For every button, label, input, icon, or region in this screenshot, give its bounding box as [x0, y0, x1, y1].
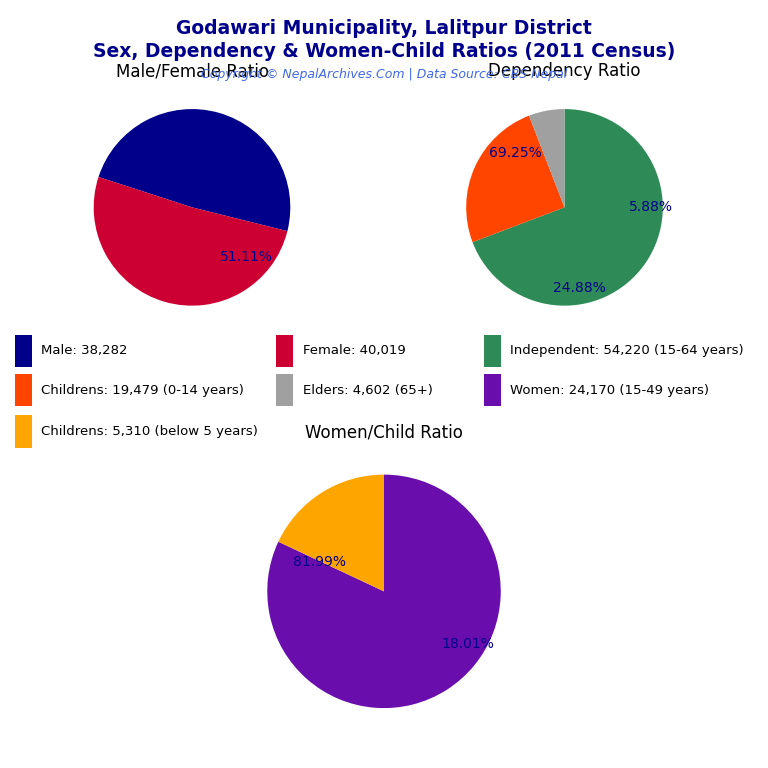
Wedge shape: [98, 109, 290, 231]
Wedge shape: [94, 177, 287, 306]
Text: Female: 40,019: Female: 40,019: [303, 345, 406, 357]
Text: 18.01%: 18.01%: [442, 637, 495, 651]
Text: 81.99%: 81.99%: [293, 555, 346, 569]
Wedge shape: [529, 109, 564, 207]
Bar: [276, 335, 293, 367]
Bar: [15, 374, 32, 406]
Title: Dependency Ratio: Dependency Ratio: [488, 62, 641, 80]
Text: Male: 38,282: Male: 38,282: [41, 345, 128, 357]
Wedge shape: [267, 475, 501, 708]
Text: Childrens: 19,479 (0-14 years): Childrens: 19,479 (0-14 years): [41, 384, 244, 396]
Text: Godawari Municipality, Lalitpur District: Godawari Municipality, Lalitpur District: [176, 19, 592, 38]
Bar: [276, 374, 293, 406]
Text: Copyright © NepalArchives.Com | Data Source: CBS Nepal: Copyright © NepalArchives.Com | Data Sou…: [201, 68, 567, 81]
Bar: [15, 415, 32, 448]
Wedge shape: [472, 109, 663, 306]
Wedge shape: [466, 116, 564, 242]
Title: Male/Female Ratio: Male/Female Ratio: [115, 62, 269, 80]
Text: Childrens: 5,310 (below 5 years): Childrens: 5,310 (below 5 years): [41, 425, 258, 438]
Text: Sex, Dependency & Women-Child Ratios (2011 Census): Sex, Dependency & Women-Child Ratios (20…: [93, 42, 675, 61]
Bar: [484, 335, 501, 367]
Text: Women: 24,170 (15-49 years): Women: 24,170 (15-49 years): [510, 384, 709, 396]
Text: Independent: 54,220 (15-64 years): Independent: 54,220 (15-64 years): [510, 345, 743, 357]
Text: Elders: 4,602 (65+): Elders: 4,602 (65+): [303, 384, 432, 396]
Text: 51.11%: 51.11%: [220, 250, 273, 263]
Wedge shape: [278, 475, 384, 591]
Text: 48.89%: 48.89%: [111, 161, 164, 175]
Bar: [15, 335, 32, 367]
Bar: [484, 374, 501, 406]
Text: 69.25%: 69.25%: [489, 146, 541, 161]
Title: Women/Child Ratio: Women/Child Ratio: [305, 423, 463, 441]
Text: 5.88%: 5.88%: [629, 200, 673, 214]
Text: 24.88%: 24.88%: [553, 281, 606, 295]
